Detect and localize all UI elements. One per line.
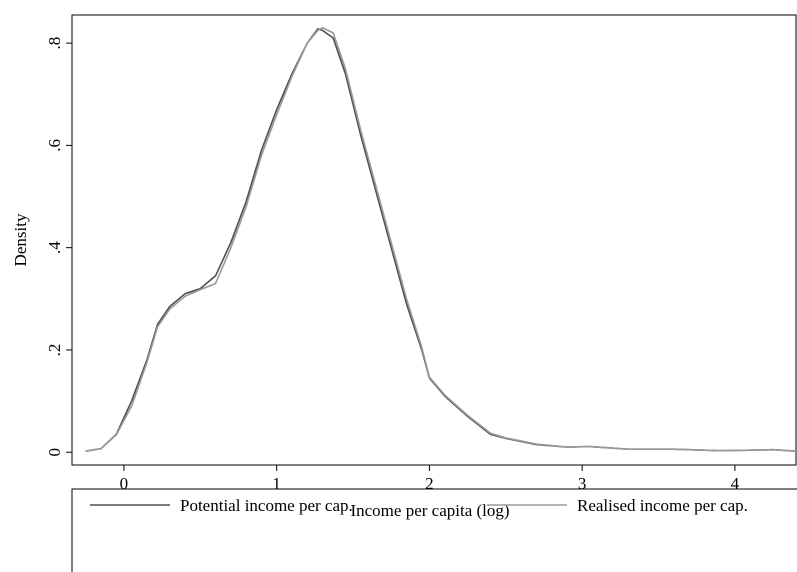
plot-frame — [71, 14, 797, 466]
legend-box — [71, 488, 797, 572]
x-tick-label: 3 — [578, 474, 587, 493]
y-tick-label: .6 — [45, 139, 64, 152]
x-tick-label: 1 — [272, 474, 281, 493]
x-tick-label: 0 — [120, 474, 129, 493]
y-tick-label: 0 — [45, 448, 64, 457]
legend-label: Realised income per cap. — [577, 496, 748, 515]
y-tick-label: .8 — [45, 37, 64, 50]
y-tick-label: .4 — [45, 241, 64, 254]
legend-label: Potential income per cap. — [180, 496, 353, 515]
x-tick-label: 2 — [425, 474, 434, 493]
y-axis-label: Density — [11, 213, 30, 266]
x-axis-label: Income per capita (log) — [350, 501, 509, 520]
series-line — [85, 28, 797, 452]
y-tick-label: .2 — [45, 344, 64, 357]
series-line — [85, 26, 797, 452]
x-tick-label: 4 — [731, 474, 740, 493]
